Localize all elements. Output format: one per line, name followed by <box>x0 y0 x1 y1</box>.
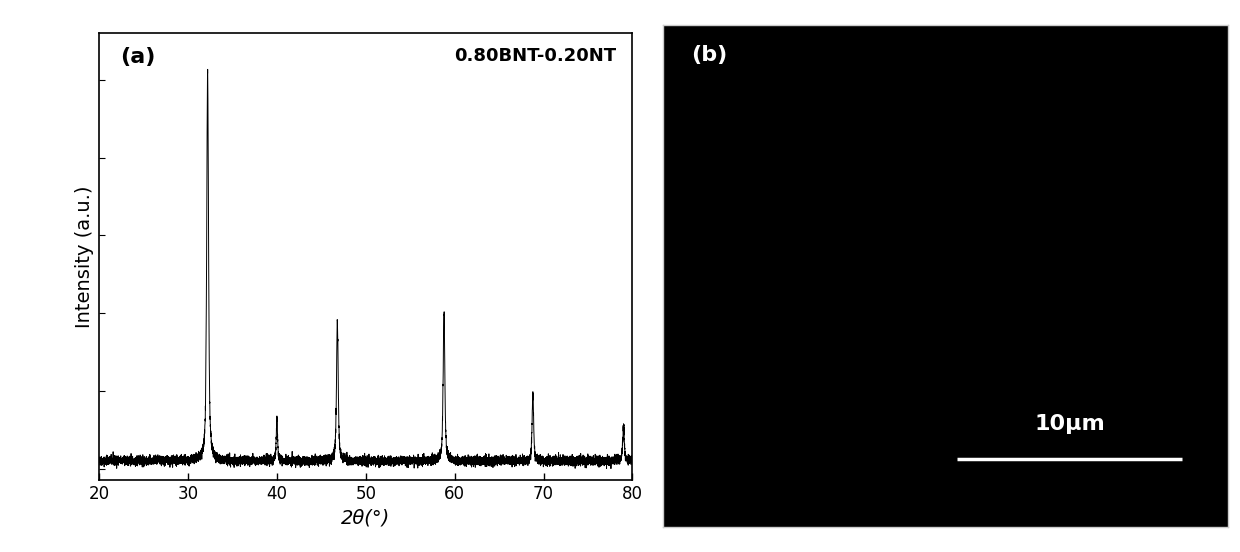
Text: (a): (a) <box>120 46 156 67</box>
X-axis label: 2θ(°): 2θ(°) <box>341 508 391 528</box>
Text: 0.80BNT-0.20NT: 0.80BNT-0.20NT <box>454 46 616 65</box>
Text: 10μm: 10μm <box>1034 414 1105 434</box>
Text: (b): (b) <box>692 45 728 65</box>
Y-axis label: Intensity (a.u.): Intensity (a.u.) <box>74 185 94 328</box>
